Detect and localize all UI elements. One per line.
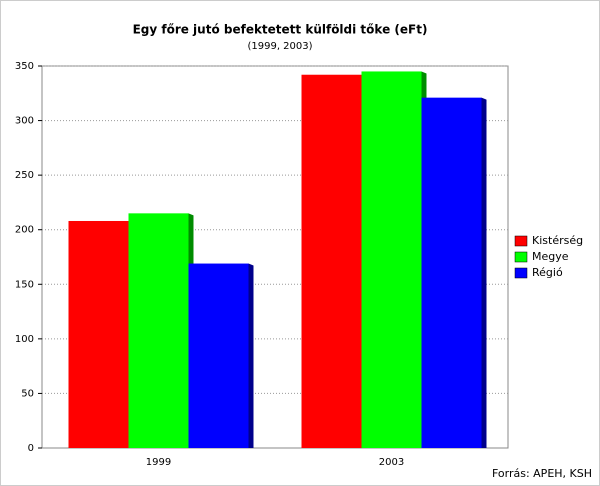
chart-title: Egy főre jutó befektetett külföldi tőke … [133,23,428,37]
y-tick-label: 50 [21,388,34,399]
legend-swatch [514,235,528,247]
legend-label: Megye [532,250,569,263]
bar [128,213,189,448]
y-tick-label: 250 [15,170,34,181]
bar [361,71,422,448]
chart-subtitle: (1999, 2003) [247,41,312,52]
y-tick-label: 150 [15,279,34,290]
x-tick-label: 1999 [146,457,171,468]
legend-swatch [514,267,528,279]
bar [188,263,249,448]
y-tick-label: 200 [15,225,34,236]
bar [421,97,482,448]
x-tick-label: 2003 [379,457,404,468]
y-tick-label: 300 [15,116,34,127]
y-tick-label: 350 [15,61,34,72]
bar-side [248,263,254,448]
y-tick-label: 100 [15,334,34,345]
legend-label: Kistérség [532,234,583,247]
legend-label: Régió [532,266,563,279]
legend-swatch [514,251,528,263]
bar-side [481,97,487,448]
source-note: Forrás: APEH, KSH [492,467,592,480]
bar [301,74,362,448]
y-tick-label: 0 [28,443,34,454]
bar [68,220,129,448]
